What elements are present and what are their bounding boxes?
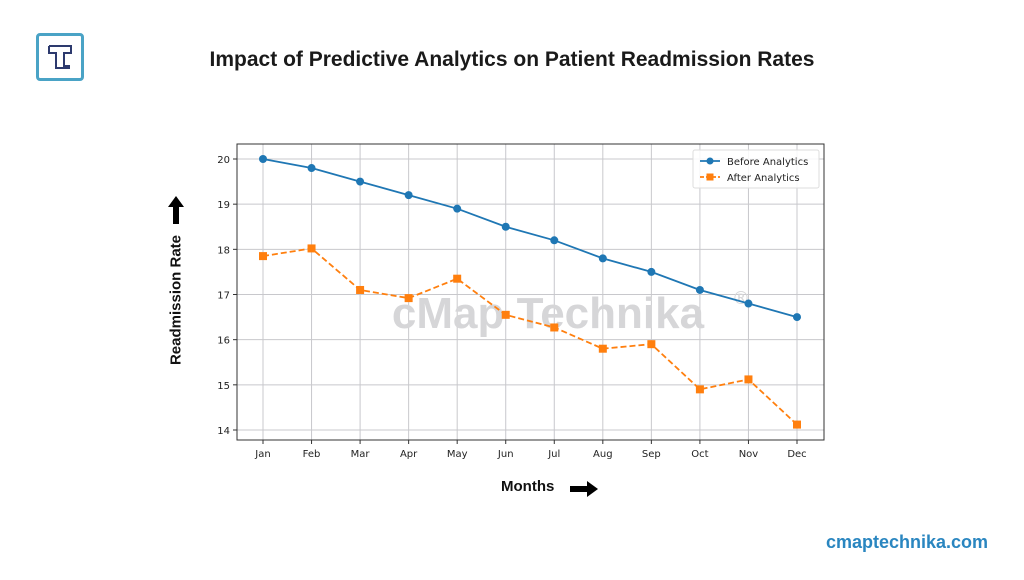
data-point-after (647, 340, 656, 349)
data-point-before (647, 267, 656, 276)
y-tick-label: 19 (217, 200, 230, 211)
x-tick-label: Jan (254, 449, 270, 460)
chart-title: Impact of Predictive Analytics on Patien… (0, 48, 1024, 72)
x-tick-label: Jun (497, 449, 514, 460)
series-line-after (262, 247, 798, 426)
chart-title-text: Impact of Predictive Analytics on Patien… (209, 48, 815, 71)
x-tick-label: Aug (593, 449, 613, 460)
data-point-before (598, 254, 607, 263)
y-tick-label: 17 (217, 291, 230, 302)
data-point-after (744, 375, 753, 384)
data-point-before (307, 164, 316, 173)
t-letter-logo-icon (48, 45, 72, 69)
data-point-after (307, 244, 316, 253)
data-point-after (404, 294, 413, 303)
data-point-after (793, 420, 801, 429)
data-point-before (550, 236, 559, 245)
y-tick-label: 15 (217, 381, 230, 392)
x-tick-label: Jul (547, 449, 560, 460)
legend-label: Before Analytics (727, 157, 808, 168)
series (259, 155, 801, 429)
x-tick-label: Dec (787, 449, 806, 460)
data-point-before (259, 155, 267, 163)
x-tick-label: Feb (303, 449, 321, 460)
legend-marker-before (706, 157, 714, 165)
brand-logo (36, 33, 84, 81)
plot-frame (236, 143, 825, 441)
data-point-before (695, 285, 704, 294)
watermark: cMap Technika ® (392, 288, 750, 338)
data-point-before (793, 313, 801, 322)
data-point-before (744, 299, 753, 308)
x-ticks: Jan Feb Mar Apr May Jun Jul Aug Sep Oct Nov Dec (254, 440, 807, 460)
x-axis-label: Months (501, 478, 555, 495)
data-point-after (259, 252, 267, 261)
watermark-text: cMap Technika (392, 289, 705, 338)
x-tick-label: Apr (400, 449, 418, 460)
data-point-before (404, 191, 413, 200)
legend-marker-after (706, 173, 714, 181)
y-tick-label: 16 (217, 336, 230, 347)
data-point-before (453, 204, 462, 213)
arrow-right-icon (570, 481, 598, 497)
data-point-after (598, 344, 607, 353)
legend-label: After Analytics (727, 173, 800, 184)
legend-box (692, 149, 820, 189)
y-tick-label: 20 (217, 155, 230, 166)
series-line-before (262, 158, 798, 318)
data-point-after (501, 310, 510, 319)
website-link[interactable]: cmaptechnika.com (825, 532, 988, 552)
y-tick-label: 18 (217, 245, 230, 256)
x-tick-label: May (447, 449, 468, 460)
y-ticks: 14 15 16 17 18 19 20 (217, 155, 237, 437)
x-tick-label: Mar (351, 449, 371, 460)
x-tick-label: Sep (642, 449, 661, 460)
arrow-up-icon (168, 196, 184, 224)
data-point-after (695, 385, 704, 394)
legend: Before Analytics After Analytics (692, 149, 820, 189)
data-point-before (356, 177, 365, 186)
x-tick-label: Oct (691, 449, 708, 460)
y-tick-label: 14 (217, 426, 230, 437)
data-point-after (550, 323, 559, 332)
data-point-after (453, 274, 462, 283)
data-point-after (356, 285, 365, 294)
data-point-before (501, 222, 510, 231)
x-tick-label: Nov (739, 449, 759, 460)
